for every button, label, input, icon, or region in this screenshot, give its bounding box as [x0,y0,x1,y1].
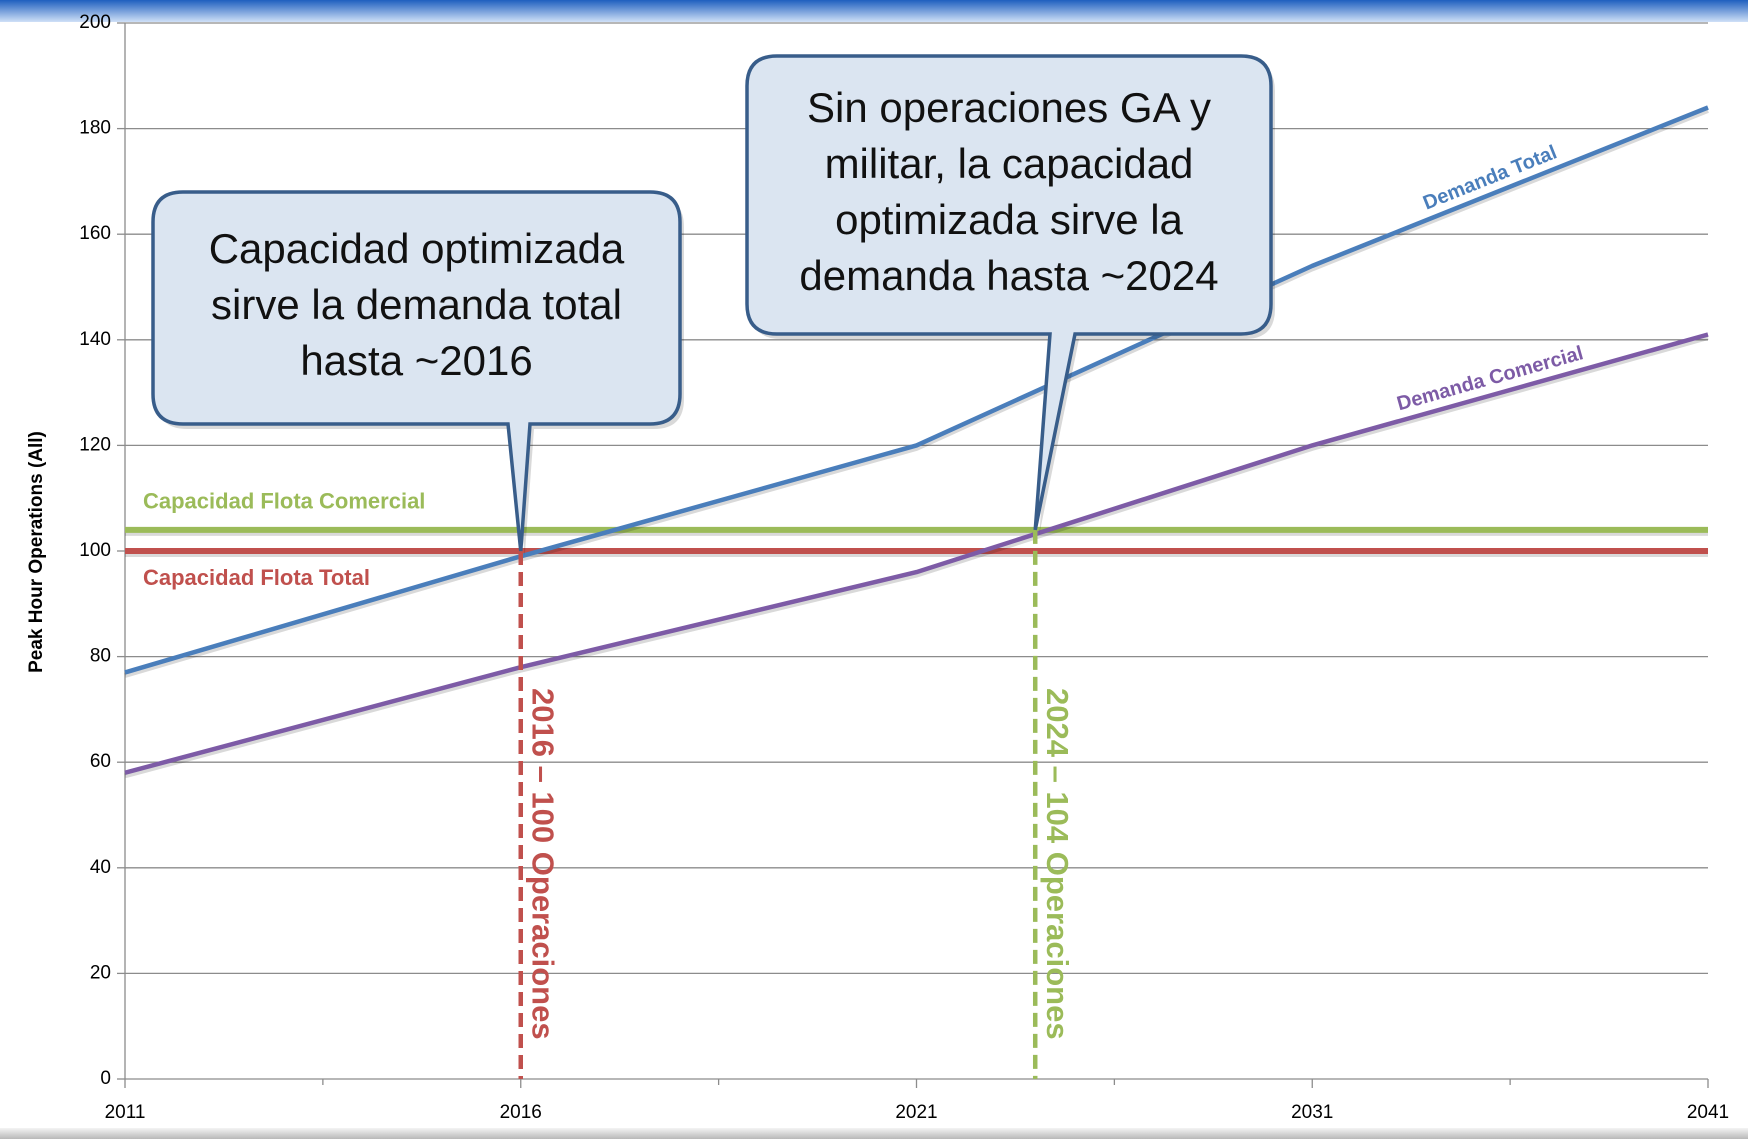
series-shadow [124,335,1709,779]
marker-label: 2016 – 100 Operaciones [526,688,561,1040]
callout [745,54,1273,531]
bottom-band [0,1128,1748,1139]
callout-text: demanda hasta ~2024 [799,252,1218,299]
y-tick-label: 120 [79,434,111,455]
y-tick-label: 160 [79,223,111,244]
callout-text: sirve la demanda total [211,281,622,328]
y-tick-label: 40 [90,857,111,878]
y-tick-label: 200 [79,12,111,33]
top-band [0,0,1748,22]
marker-label: 2024 – 104 Operaciones [1040,688,1075,1040]
x-tick-label: 2031 [1291,1102,1333,1123]
y-tick-label: 100 [79,540,111,561]
x-tick-label: 2011 [105,1102,146,1123]
x-tick-label: 2021 [895,1102,937,1123]
series-line [124,105,1709,675]
callout-text: hasta ~2016 [300,337,532,384]
callout-text: Sin operaciones GA y [807,84,1211,131]
callout-text: Capacidad optimizada [209,225,625,272]
y-tick-label: 140 [79,329,111,350]
y-tick-label: 60 [90,751,111,772]
callout-text: optimizada sirve la [835,196,1183,243]
capacity-label: Capacidad Flota Comercial [143,489,425,514]
capacity-label: Capacidad Flota Total [143,565,370,590]
y-tick-label: 20 [90,962,111,983]
x-tick-label: 2041 [1687,1102,1729,1123]
series-line [124,332,1709,775]
y-axis-label: Peak Hour Operations (All) [26,431,47,673]
callout [151,190,682,552]
y-tick-label: 180 [79,118,111,139]
y-tick-label: 80 [90,646,111,667]
y-tick-label: 0 [100,1068,111,1089]
callout-text: militar, la capacidad [825,140,1194,187]
series-shadow [124,108,1709,678]
x-tick-label: 2016 [500,1102,542,1123]
